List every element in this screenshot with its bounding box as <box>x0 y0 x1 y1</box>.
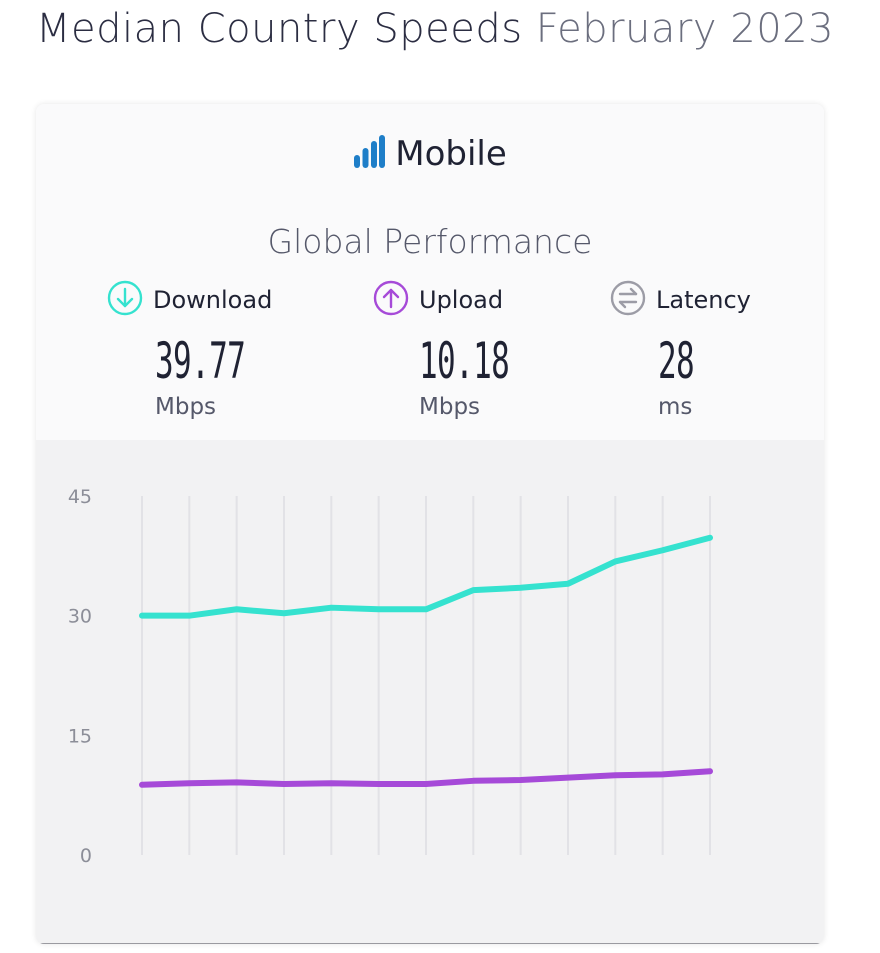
upload-metric: Upload 10.18 Mbps <box>373 280 510 420</box>
download-series-line <box>139 534 713 619</box>
global-performance-title: Global Performance <box>267 222 593 261</box>
latency-unit: ms <box>658 394 693 420</box>
upload-unit: Mbps <box>419 394 481 420</box>
download-metric: Download 39.77 Mbps <box>107 280 273 420</box>
y-tick-label: 0 <box>80 845 92 867</box>
speed-chart: 0 15 30 45 <box>36 440 824 944</box>
download-label: Download <box>153 286 273 314</box>
page-title: Median Country Speeds February 2023 <box>36 6 834 52</box>
mobile-card: Mobile Global Performance Download 39.77… <box>36 104 824 944</box>
latency-value: 28 <box>658 332 695 390</box>
card-header: Mobile Global Performance Download 39.77… <box>36 104 824 440</box>
page-title-main: Median Country Speeds <box>36 6 523 52</box>
arrow-up-circle-icon <box>373 280 409 321</box>
upload-value: 10.18 <box>419 332 510 390</box>
y-tick-label: 45 <box>68 486 92 508</box>
latency-metric: Latency 28 ms <box>610 280 751 420</box>
y-tick-label: 15 <box>68 725 92 747</box>
page-title-month: February 2023 <box>535 6 835 52</box>
signal-bars-icon <box>353 135 386 178</box>
upload-label: Upload <box>419 286 504 314</box>
speed-line-chart: 0 15 30 45 <box>68 486 713 867</box>
mobile-tab-label: Mobile <box>395 134 507 174</box>
chart-bottom-border <box>36 943 824 944</box>
latency-circle-icon <box>610 280 646 321</box>
arrow-down-circle-icon <box>107 280 143 321</box>
y-tick-label: 30 <box>68 606 92 628</box>
upload-series-line <box>139 768 713 788</box>
mobile-tab[interactable]: Mobile <box>36 134 824 178</box>
download-value: 39.77 <box>155 332 246 390</box>
download-unit: Mbps <box>155 394 217 420</box>
latency-label: Latency <box>656 286 751 314</box>
